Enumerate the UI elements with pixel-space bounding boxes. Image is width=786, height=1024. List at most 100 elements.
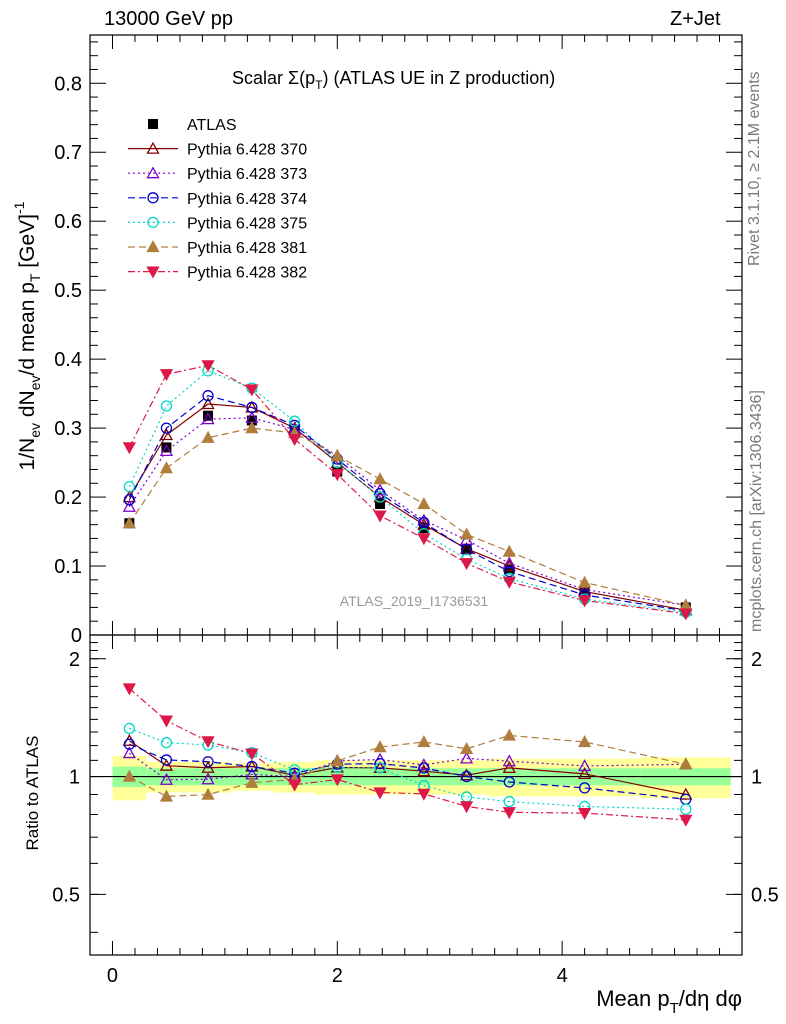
series-point-main xyxy=(246,401,258,414)
series-point-ratio xyxy=(159,715,174,728)
series-line-main xyxy=(128,395,686,612)
legend-label: Pythia 6.428 382 xyxy=(187,265,307,282)
x-tick-label: 0 xyxy=(107,965,118,987)
ratio-tick-label: 0.5 xyxy=(52,884,80,906)
legend-label: Pythia 6.428 374 xyxy=(187,191,307,208)
series-point-ratio xyxy=(201,736,215,749)
series-point-ratio xyxy=(503,776,515,788)
series-point-ratio xyxy=(459,768,474,781)
series-line-ratio xyxy=(129,743,686,800)
series-line-ratio xyxy=(129,734,686,798)
series-point-ratio xyxy=(459,741,474,754)
series-point-ratio xyxy=(123,738,135,750)
atlas-data-point xyxy=(579,587,590,598)
x-axis-label: Mean pT/dη dφ xyxy=(596,986,742,1017)
legend-marker xyxy=(147,216,159,229)
series-point-ratio xyxy=(680,803,692,815)
series-point-ratio xyxy=(330,774,344,787)
y-tick-label: 0.1 xyxy=(54,556,82,578)
series-point-main xyxy=(122,499,136,512)
series-point-ratio xyxy=(373,787,387,800)
series-point-main xyxy=(417,513,431,526)
atlas-data-point xyxy=(161,442,172,453)
series-point-ratio xyxy=(160,754,173,766)
series-point-ratio xyxy=(459,751,474,764)
main-y-axis-label-part: ev xyxy=(27,423,43,438)
x-axis-label-part: /dη dφ xyxy=(679,986,742,1011)
series-point-main xyxy=(417,533,431,546)
legend-marker xyxy=(146,141,160,154)
series-point-main xyxy=(417,497,431,510)
series-point-ratio xyxy=(417,764,431,777)
series-point-main xyxy=(160,422,173,434)
y-tick-label: 0 xyxy=(71,625,82,647)
series-line-main xyxy=(128,370,686,613)
series-point-ratio xyxy=(245,748,259,761)
series-point-ratio xyxy=(201,787,215,800)
legend-marker xyxy=(146,166,160,179)
series-point-main xyxy=(502,556,516,569)
legend-label: Pythia 6.428 373 xyxy=(187,166,307,183)
series-point-ratio xyxy=(460,770,473,783)
series-point-main xyxy=(502,544,516,557)
series-point-ratio xyxy=(679,787,693,800)
chart-title-sub: T xyxy=(315,78,323,92)
series-point-main xyxy=(123,494,135,506)
series-point-main xyxy=(459,558,474,571)
ratio-tick-label-right: 1 xyxy=(751,767,762,789)
series-line-main xyxy=(128,417,686,606)
series-point-main xyxy=(459,541,474,554)
series-point-main xyxy=(503,565,515,578)
series-point-main xyxy=(374,491,386,503)
process-label: Z+Jet xyxy=(670,8,721,30)
atlas-data-point xyxy=(246,415,257,426)
legend-marker xyxy=(146,240,160,253)
series-point-main xyxy=(159,369,174,382)
series-point-ratio xyxy=(374,762,386,774)
series-point-ratio xyxy=(578,735,592,748)
legend-marker xyxy=(147,192,159,204)
series-point-ratio xyxy=(122,746,136,759)
series-point-ratio xyxy=(160,737,173,749)
energy-label: 13000 GeV pp xyxy=(104,8,233,30)
x-tick-label: 2 xyxy=(332,965,343,987)
series-point-ratio xyxy=(202,756,214,768)
ratio-tick-label: 1 xyxy=(69,767,80,789)
series-point-main xyxy=(201,430,215,443)
main-y-axis-label-part: -1 xyxy=(11,201,27,214)
series-point-main xyxy=(373,472,387,485)
series-point-ratio xyxy=(578,766,592,779)
series-point-ratio xyxy=(159,772,174,785)
series-point-ratio xyxy=(502,807,516,820)
main-y-axis-label-part: /d mean p xyxy=(16,282,39,375)
series-point-main xyxy=(245,421,259,434)
series-point-ratio xyxy=(679,814,693,827)
series-point-main xyxy=(679,608,693,621)
series-point-ratio xyxy=(330,753,344,766)
atlas-data-point xyxy=(461,544,472,555)
series-point-ratio xyxy=(417,735,431,748)
analysis-watermark: ATLAS_2019_I1736531 xyxy=(340,593,489,609)
series-point-ratio xyxy=(459,801,474,814)
series-point-main xyxy=(245,384,259,397)
y-tick-label: 0.4 xyxy=(54,349,82,371)
main-y-axis-label-part: dN xyxy=(16,390,39,423)
legend-atlas-label: ATLAS xyxy=(187,117,237,134)
series-point-main xyxy=(502,576,516,589)
series-point-ratio xyxy=(246,760,258,773)
series-point-main xyxy=(159,428,174,441)
series-point-ratio xyxy=(679,757,693,770)
x-tick-label: 4 xyxy=(557,965,568,987)
x-axis-label-part: T xyxy=(670,1000,679,1017)
main-y-axis-label-part: [GeV] xyxy=(16,214,39,274)
chart-title-suffix: ) (ATLAS UE in Z production) xyxy=(323,68,556,88)
main-y-axis-label: 1/Nev dNev/d mean pT [GeV]-1 xyxy=(11,201,43,470)
series-line-ratio xyxy=(128,752,686,781)
series-point-main xyxy=(159,461,174,474)
series-point-main xyxy=(160,400,173,412)
y-tick-label: 0.2 xyxy=(54,487,82,509)
series-point-main xyxy=(201,397,215,410)
series-point-main xyxy=(374,487,386,500)
series-point-main xyxy=(123,481,135,493)
series-line-ratio xyxy=(128,688,686,821)
